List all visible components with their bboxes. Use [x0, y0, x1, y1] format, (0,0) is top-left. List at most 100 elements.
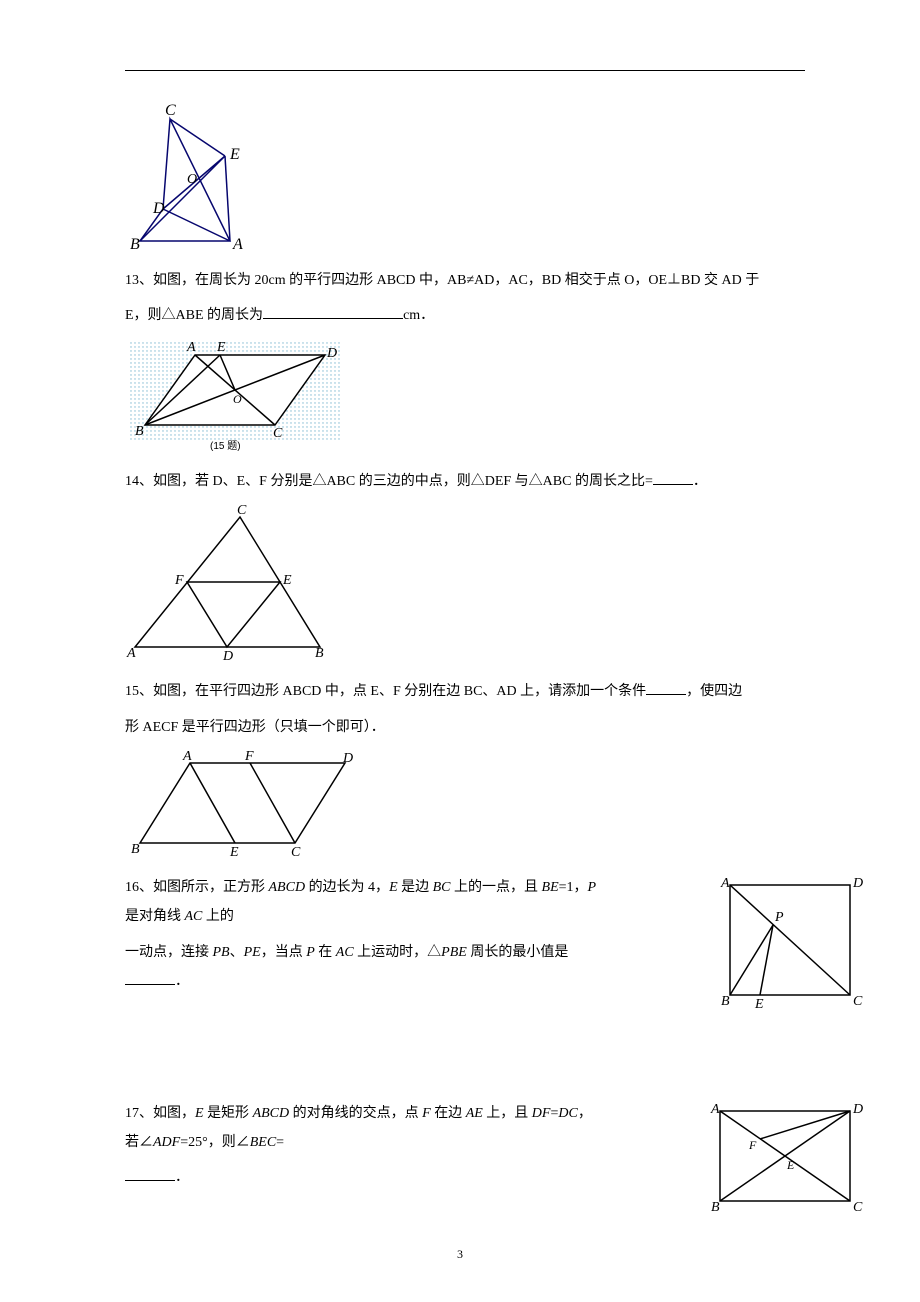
- q16-blank: [125, 971, 175, 985]
- q16-m: 周长的最小值是: [467, 945, 569, 960]
- q17-b: 是矩形: [204, 1106, 253, 1121]
- q13-figure: A E D B C O (15 题): [125, 337, 805, 457]
- q16-line2: 一动点，连接 PB、PE，当点 P 在 AC 上运动时，△PBE 周长的最小值是…: [125, 938, 605, 997]
- q16-i11: PBE: [441, 945, 467, 960]
- q17-tail: ．: [175, 1170, 189, 1185]
- q17-i: =: [276, 1135, 284, 1150]
- q16-h: 一动点，连接: [125, 945, 213, 960]
- q17-d: 在边: [431, 1106, 466, 1121]
- q17-h: =25°，则∠: [180, 1135, 250, 1150]
- q14-figure: A B C D E F: [125, 502, 805, 667]
- q15-blank: [646, 681, 686, 695]
- svg-text:D: D: [152, 200, 165, 217]
- q16-a: 如图所示，正方形: [153, 880, 269, 895]
- q17-a: 如图，: [153, 1106, 195, 1121]
- q13-unit: cm．: [403, 308, 434, 323]
- q17-line2: ．: [125, 1163, 605, 1192]
- q16-i4: BE: [542, 880, 559, 895]
- q14-text-a: 如图，若 D、E、F 分别是△ABC 的三边的中点，则△DEF 与△ABC 的周…: [153, 474, 653, 489]
- svg-text:D: D: [342, 751, 353, 766]
- svg-text:B: B: [135, 424, 144, 439]
- q16-i2: E: [389, 880, 398, 895]
- svg-text:F: F: [174, 573, 184, 588]
- q13-blank: [263, 305, 403, 319]
- q17-num: 17、: [125, 1106, 153, 1121]
- svg-text:A: A: [182, 749, 192, 764]
- q14-num: 14、: [125, 474, 153, 489]
- q15-text-a: 如图，在平行四边形 ABCD 中，点 E、F 分别在边 BC、AD 上，请添加一…: [153, 684, 646, 699]
- svg-text:A: A: [126, 646, 136, 661]
- svg-text:B: B: [315, 646, 324, 661]
- q16-d: 上的一点，且: [451, 880, 542, 895]
- q16-i1: ABCD: [269, 880, 306, 895]
- q16-e: =1，: [559, 880, 588, 895]
- q14-line1: 14、如图，若 D、E、F 分别是△ABC 的三边的中点，则△DEF 与△ABC…: [125, 467, 805, 496]
- q16-g: 上的: [202, 909, 234, 924]
- svg-text:O: O: [187, 172, 197, 187]
- q16-i7: PB: [213, 945, 230, 960]
- q17-figure: A D B C E F: [705, 1099, 865, 1219]
- q16-b: 的边长为 4，: [305, 880, 389, 895]
- svg-text:E: E: [229, 845, 239, 858]
- svg-text:D: D: [852, 876, 863, 891]
- q16-i6: AC: [185, 909, 203, 924]
- svg-text:B: B: [721, 994, 730, 1009]
- q13-num: 13、: [125, 273, 153, 288]
- q12-figure: B D C A E O: [125, 101, 805, 256]
- svg-text:E: E: [229, 146, 240, 163]
- q17-e: 上，且: [483, 1106, 532, 1121]
- svg-text:F: F: [244, 749, 254, 764]
- q17-i7: ADF: [153, 1135, 180, 1150]
- top-rule: [125, 70, 805, 71]
- q16-i5: P: [588, 880, 597, 895]
- q16-l: 上运动时，△: [354, 945, 442, 960]
- q16-i9: P: [306, 945, 315, 960]
- q15-figure: A F D B E C: [125, 748, 805, 863]
- svg-text:E: E: [786, 1158, 795, 1172]
- q17-blank: [125, 1167, 175, 1181]
- q15-text-b: ，使四边: [686, 684, 742, 699]
- svg-text:F: F: [748, 1138, 757, 1152]
- q16-i8: PE: [244, 945, 261, 960]
- svg-text:A: A: [720, 876, 730, 891]
- svg-text:O: O: [233, 392, 242, 406]
- svg-text:E: E: [754, 997, 764, 1012]
- q17-wrap: 17、如图，E 是矩形 ABCD 的对角线的交点，点 F 在边 AE 上，且 D…: [125, 1099, 805, 1193]
- q16-f: 是对角线: [125, 909, 185, 924]
- q15-line2: 形 AECF 是平行四边形（只填一个即可）．: [125, 713, 805, 742]
- q15-num: 15、: [125, 684, 153, 699]
- q17-i4: AE: [466, 1106, 483, 1121]
- svg-text:C: C: [853, 994, 863, 1009]
- svg-text:C: C: [853, 1200, 863, 1214]
- svg-text:C: C: [237, 503, 247, 518]
- q15-text-c: 形 AECF 是平行四边形（只填一个即可）．: [125, 720, 385, 735]
- q16-line1: 16、如图所示，正方形 ABCD 的边长为 4，E 是边 BC 上的一点，且 B…: [125, 873, 605, 932]
- svg-text:A: A: [186, 340, 196, 355]
- q13-line1: 13、如图，在周长为 20cm 的平行四边形 ABCD 中，AB≠AD，AC，B…: [125, 266, 805, 295]
- q16-num: 16、: [125, 880, 153, 895]
- svg-text:(15 题): (15 题): [210, 440, 241, 452]
- svg-text:B: B: [711, 1200, 720, 1214]
- q16-wrap: 16、如图所示，正方形 ABCD 的边长为 4，E 是边 BC 上的一点，且 B…: [125, 873, 805, 997]
- q15-line1: 15、如图，在平行四边形 ABCD 中，点 E、F 分别在边 BC、AD 上，请…: [125, 677, 805, 706]
- q16-i3: BC: [433, 880, 451, 895]
- q17-i5: DF: [532, 1106, 551, 1121]
- svg-text:D: D: [222, 649, 233, 662]
- q16-i10: AC: [336, 945, 354, 960]
- q14-tail: ．: [693, 474, 707, 489]
- svg-text:A: A: [232, 236, 243, 251]
- svg-text:P: P: [774, 910, 784, 925]
- svg-text:B: B: [131, 842, 140, 857]
- svg-text:D: D: [326, 346, 337, 361]
- q17-i3: F: [422, 1106, 431, 1121]
- q16-c: 是边: [398, 880, 433, 895]
- q17-line1: 17、如图，E 是矩形 ABCD 的对角线的交点，点 F 在边 AE 上，且 D…: [125, 1099, 605, 1158]
- q13-text-b: E，则△ABE 的周长为: [125, 308, 263, 323]
- spacer: [125, 1003, 805, 1093]
- svg-text:E: E: [216, 340, 226, 355]
- q17-c: 的对角线的交点，点: [289, 1106, 422, 1121]
- q16-figure: A D B C E P: [715, 873, 865, 1018]
- svg-text:E: E: [282, 573, 292, 588]
- q16-j: ，当点: [261, 945, 307, 960]
- svg-text:C: C: [273, 426, 283, 441]
